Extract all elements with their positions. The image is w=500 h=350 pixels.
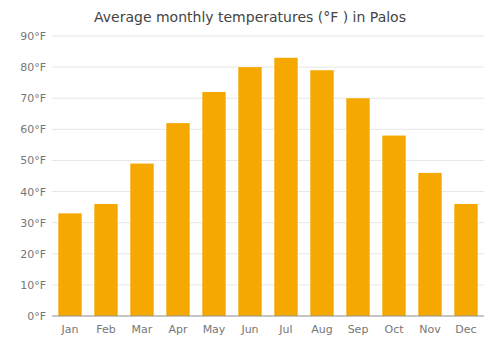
x-tick-label: Jun [240,323,258,336]
grid-line [52,129,484,130]
bar [310,70,333,316]
bar [454,204,477,316]
bars [58,58,477,316]
y-tick-label: 10°F [20,279,46,292]
chart-container: Average monthly temperatures (°F ) in Pa… [0,0,500,350]
y-tick-label: 80°F [20,61,46,74]
x-tick-label: Nov [419,323,441,336]
x-tick-label: May [203,323,226,336]
x-tick-label: Jul [278,323,292,336]
x-tick-label: Dec [455,323,476,336]
x-axis: Jan Feb Mar Apr May Jun Jul Aug Sep Oct Nov Dec [52,316,484,336]
x-tick-label: Mar [132,323,153,336]
bar [58,213,81,316]
grid-line [52,67,484,68]
x-tick-label: Oct [384,323,404,336]
bar [166,123,189,316]
bar [382,136,405,316]
grid-line [52,98,484,99]
title: Average monthly temperatures (°F ) in Pa… [94,9,406,25]
grid-line [52,160,484,161]
x-tick-label: Feb [96,323,115,336]
y-tick-label: 60°F [20,123,46,136]
y-tick-label: 30°F [20,217,46,230]
y-tick-label: 70°F [20,92,46,105]
bar [418,173,441,316]
y-tick-label: 0°F [27,310,46,323]
grid-line [52,36,484,37]
y-tick-label: 40°F [20,186,46,199]
y-tick-label: 20°F [20,248,46,261]
x-tick-label: Apr [168,323,188,336]
bar [130,164,153,316]
x-tick-label: Sep [348,323,369,336]
chart-svg: Average monthly temperatures (°F ) in Pa… [0,0,500,350]
y-tick-label: 90°F [20,30,46,43]
grid-line [52,316,484,317]
bar [346,98,369,316]
y-tick-label: 50°F [20,154,46,167]
bar [274,58,297,316]
bar [202,92,225,316]
x-axis-line [52,316,484,317]
x-tick-label: Jan [61,323,79,336]
y-axis: 0°F 10°F 20°F 30°F 40°F 50°F 60°F 70°F 80°F 90°F [20,30,484,323]
x-tick-label: Aug [311,323,332,336]
bar [238,67,261,316]
bar [94,204,117,316]
